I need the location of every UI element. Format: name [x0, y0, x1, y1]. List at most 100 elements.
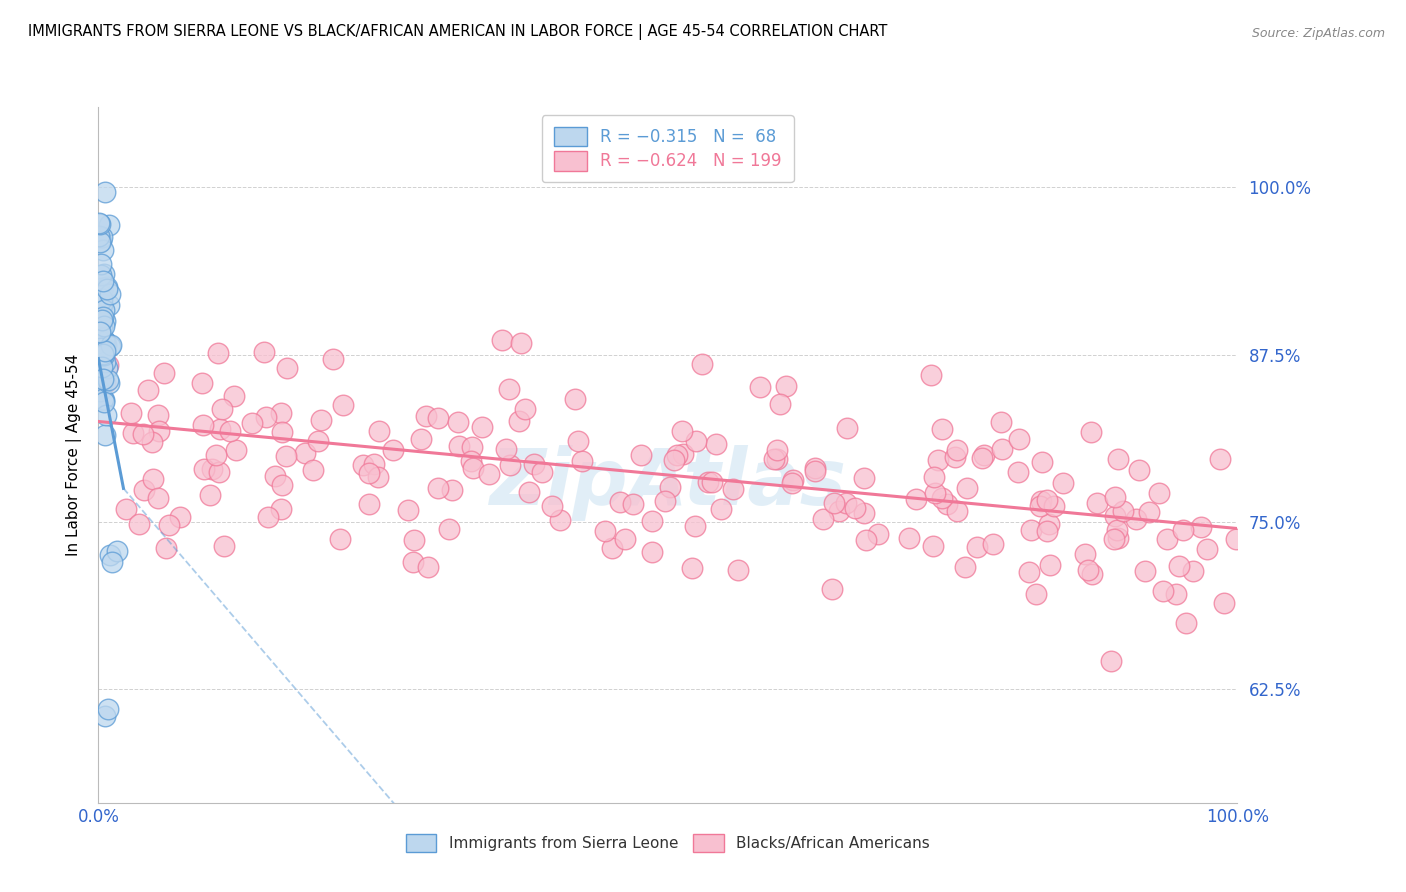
Point — [782, 473, 804, 487]
Point — [90, 234, 112, 248]
Point — [120, 406, 142, 420]
Point — [90, 321, 112, 335]
Point — [927, 453, 949, 467]
Point — [415, 409, 437, 423]
Text: ZipAtlas: ZipAtlas — [489, 445, 846, 521]
Point — [427, 481, 450, 495]
Point — [87, 349, 110, 363]
Point — [93, 281, 115, 295]
Point — [240, 416, 263, 430]
Point — [87, 228, 110, 243]
Point — [946, 504, 969, 518]
Point — [641, 544, 664, 558]
Point — [666, 448, 689, 462]
Point — [90, 287, 112, 301]
Point — [530, 465, 553, 479]
Point — [706, 436, 728, 450]
Point — [114, 502, 136, 516]
Point — [498, 383, 520, 397]
Point — [191, 376, 214, 391]
Point — [956, 481, 979, 495]
Point — [89, 326, 111, 340]
Point — [1029, 499, 1052, 513]
Point — [148, 408, 170, 422]
Point — [94, 428, 117, 442]
Point — [301, 463, 323, 477]
Point — [990, 415, 1012, 429]
Point — [1018, 565, 1040, 579]
Point — [90, 359, 112, 374]
Point — [94, 376, 117, 390]
Point — [821, 582, 844, 597]
Point — [211, 402, 233, 417]
Point — [207, 345, 229, 359]
Point — [441, 483, 464, 498]
Point — [96, 338, 118, 352]
Point — [471, 420, 494, 434]
Point — [844, 501, 866, 516]
Point — [98, 286, 121, 301]
Point — [98, 339, 121, 353]
Point — [1081, 567, 1104, 582]
Point — [853, 471, 876, 485]
Point — [91, 277, 114, 291]
Point — [904, 491, 927, 506]
Point — [136, 384, 159, 398]
Point — [96, 282, 118, 296]
Point — [90, 342, 112, 356]
Point — [658, 480, 681, 494]
Point — [87, 333, 110, 347]
Point — [93, 392, 115, 407]
Point — [931, 491, 953, 505]
Point — [212, 539, 235, 553]
Point — [567, 434, 589, 449]
Point — [1128, 462, 1150, 476]
Point — [193, 461, 215, 475]
Point — [898, 531, 921, 545]
Point — [276, 361, 298, 376]
Point — [478, 467, 501, 481]
Point — [90, 280, 112, 294]
Point — [1036, 493, 1059, 508]
Point — [813, 512, 835, 526]
Point — [782, 475, 804, 490]
Point — [924, 469, 946, 483]
Point — [205, 448, 228, 462]
Point — [855, 533, 877, 547]
Point — [329, 532, 352, 546]
Point — [1164, 586, 1187, 600]
Point — [447, 416, 470, 430]
Point — [91, 372, 114, 386]
Point — [91, 230, 114, 244]
Point — [1029, 493, 1052, 508]
Point — [523, 458, 546, 472]
Point — [1007, 432, 1029, 446]
Point — [90, 356, 112, 370]
Point — [1189, 519, 1212, 533]
Point — [416, 559, 439, 574]
Point — [508, 415, 530, 429]
Point — [702, 475, 724, 490]
Point — [804, 461, 827, 475]
Point — [276, 449, 298, 463]
Point — [94, 185, 117, 199]
Point — [152, 367, 174, 381]
Point — [91, 392, 114, 406]
Point — [509, 336, 531, 351]
Point — [271, 425, 294, 440]
Point — [94, 314, 117, 328]
Point — [191, 418, 214, 433]
Point — [208, 466, 231, 480]
Point — [868, 527, 890, 541]
Point — [270, 477, 292, 491]
Point — [662, 453, 685, 467]
Point — [621, 497, 644, 511]
Point — [775, 379, 797, 393]
Point — [132, 426, 155, 441]
Point — [89, 230, 111, 244]
Point — [1102, 532, 1125, 546]
Point — [769, 397, 792, 411]
Point — [132, 483, 155, 497]
Point — [970, 451, 993, 466]
Point — [93, 344, 115, 359]
